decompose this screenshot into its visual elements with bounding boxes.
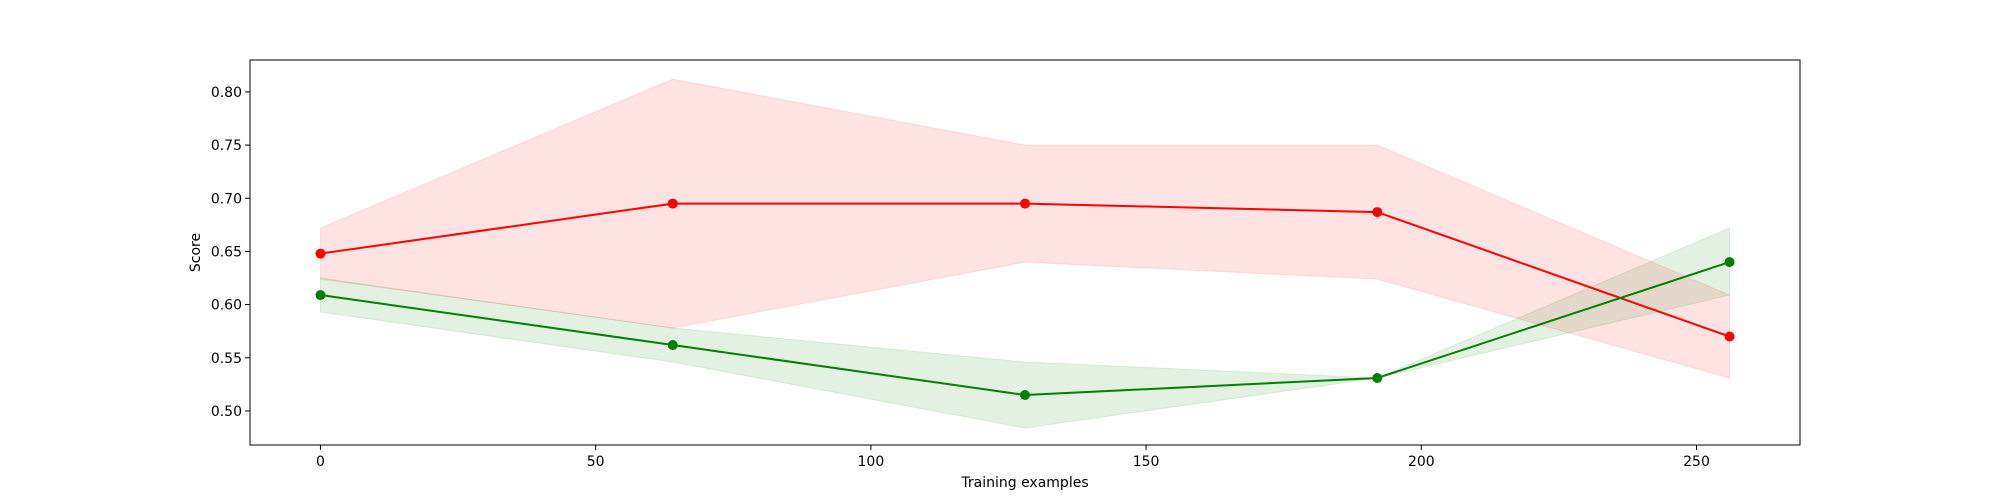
series-1-point (1724, 257, 1735, 268)
series-0-band (319, 78, 1731, 379)
x-tick-label: 50 (587, 454, 605, 470)
y-tick-label: 0.75 (211, 138, 242, 154)
confidence-bands (319, 78, 1731, 429)
x-tick-label: 200 (1408, 454, 1435, 470)
series-1-point (667, 340, 678, 351)
y-tick-label: 0.70 (211, 191, 242, 207)
series-0-point (1020, 198, 1030, 209)
y-tick-label: 0.60 (211, 298, 242, 314)
x-tick-label: 0 (316, 454, 325, 470)
x-tick-label: 150 (1133, 454, 1160, 470)
y-tick-label: 0.80 (211, 85, 242, 101)
series-1-band (319, 227, 1731, 429)
x-tick-label: 250 (1683, 454, 1710, 470)
y-axis-ticks: 0.50 0.55 0.60 0.65 0.70 0.75 0.80 (211, 85, 250, 420)
plot-frame (249, 59, 1801, 446)
series-1-point (1372, 372, 1383, 383)
x-axis-ticks: 0 50 100 150 200 250 (316, 445, 1710, 470)
x-axis-label: Training examples (960, 475, 1088, 491)
y-tick-label: 0.55 (211, 351, 242, 367)
series-1-point (1020, 390, 1030, 401)
series-1-point (315, 290, 326, 301)
y-tick-label: 0.65 (211, 244, 242, 260)
y-tick-label: 0.50 (211, 404, 242, 420)
x-tick-label: 100 (858, 454, 885, 470)
series-0-point (1372, 207, 1383, 218)
series-0-point (1724, 331, 1735, 342)
series-0-point (315, 248, 326, 259)
series-points (315, 198, 1735, 401)
series-0-point (667, 198, 678, 209)
y-axis-label: Score (188, 233, 204, 272)
